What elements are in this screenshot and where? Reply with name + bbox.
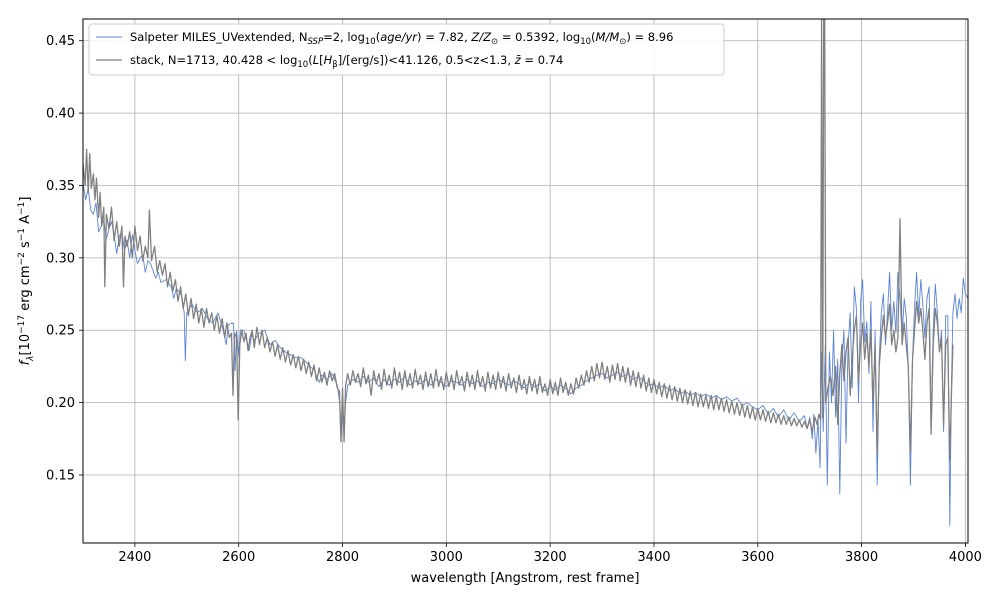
x-tick-label: 2600 [222,550,255,565]
y-axis-label: fλ[10−17 erg cm−2 s−1 A−1] [17,197,36,366]
x-axis-label: wavelength [Angstrom, rest frame] [411,571,640,586]
x-tick-label: 3400 [637,550,670,565]
legend-label-stack: stack, N=1713, 40.428 < log10(L[Hβ]/[erg… [130,53,563,70]
y-tick-label: 0.30 [46,251,75,266]
x-tick-label: 2400 [118,550,151,565]
legend-box [88,23,725,76]
series-layer [83,19,968,527]
y-tick-label: 0.20 [46,396,75,411]
legend: Salpeter MILES_UVextended, NSSP=2, log10… [88,23,725,76]
x-tick-label: 3000 [430,550,463,565]
x-tick-label: 3200 [534,550,567,565]
y-axis: 0.15 0.20 0.25 0.30 0.35 0.40 0.45 [46,34,83,483]
y-tick-label: 0.25 [46,324,75,339]
x-tick-label: 3800 [845,550,878,565]
x-tick-label: 4000 [949,550,982,565]
x-tick-label: 2800 [326,550,359,565]
y-tick-label: 0.35 [46,179,75,194]
x-tick-label: 3600 [741,550,774,565]
plot-frame [82,18,969,544]
y-tick-label: 0.40 [46,107,75,122]
y-tick-label: 0.15 [46,468,75,483]
y-tick-label: 0.45 [46,34,75,49]
legend-label-model: Salpeter MILES_UVextended, NSSP=2, log10… [130,30,673,47]
series-line-stack [83,19,954,462]
x-axis: 2400 2600 2800 3000 3200 3400 3600 3800 4000 [118,543,982,565]
